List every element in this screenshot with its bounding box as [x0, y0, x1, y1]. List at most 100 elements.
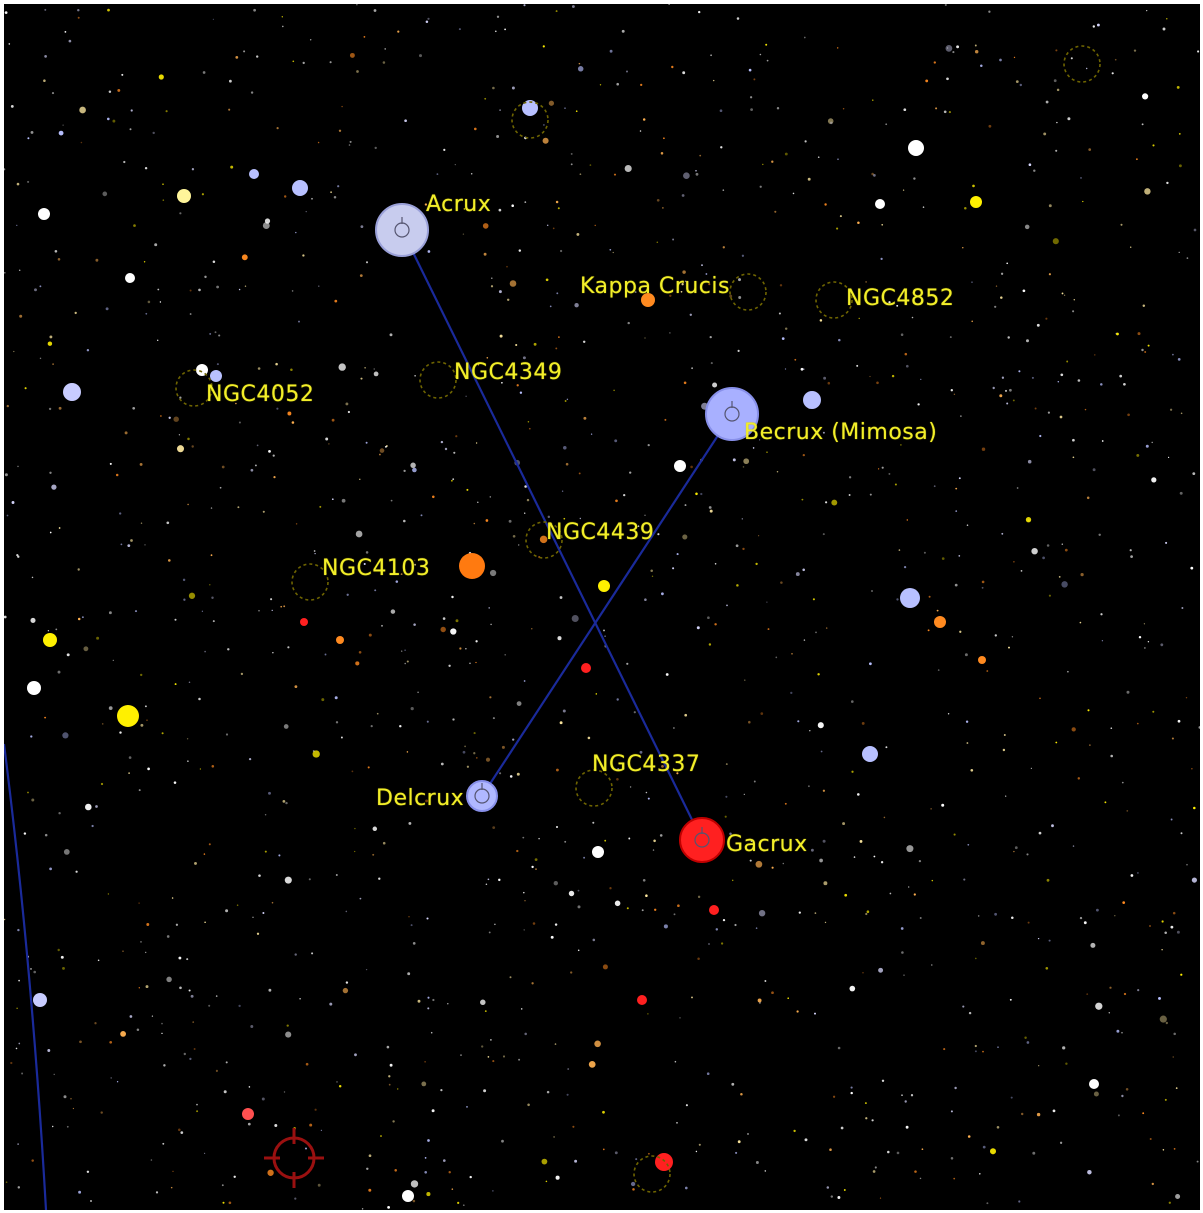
open-cluster-icon[interactable] — [175, 369, 213, 407]
star-icon[interactable] — [33, 993, 47, 1007]
dso-label-ngc4439[interactable]: NGC4439 — [546, 520, 655, 545]
star-icon[interactable] — [196, 364, 208, 376]
star-icon[interactable] — [249, 169, 259, 179]
dso-label-ngc4852[interactable]: NGC4852 — [846, 286, 955, 311]
star-icon[interactable] — [900, 588, 920, 608]
bright-star[interactable] — [466, 780, 498, 812]
background-star — [128, 772, 130, 774]
star-icon[interactable] — [862, 746, 878, 762]
star-icon[interactable] — [27, 681, 41, 695]
star-icon[interactable] — [970, 196, 982, 208]
background-star — [871, 172, 874, 176]
dso-label-ngc4337[interactable]: NGC4337 — [592, 752, 701, 777]
background-star — [671, 65, 674, 69]
background-star — [587, 736, 591, 740]
star-icon[interactable] — [125, 273, 135, 283]
open-cluster-icon[interactable] — [633, 1155, 671, 1193]
open-cluster-icon[interactable] — [525, 521, 563, 559]
background-star — [1130, 555, 1133, 558]
star-icon[interactable] — [598, 580, 610, 592]
background-star — [810, 848, 814, 852]
star-icon[interactable] — [402, 1190, 414, 1202]
background-star — [144, 544, 146, 546]
background-star — [215, 1069, 218, 1072]
background-star — [1039, 434, 1042, 438]
star-icon[interactable] — [709, 905, 719, 915]
star-icon[interactable] — [875, 199, 885, 209]
background-star — [765, 43, 768, 46]
background-star — [722, 246, 725, 249]
background-star — [63, 1095, 67, 1099]
dso-label-ngc4103[interactable]: NGC4103 — [322, 556, 431, 581]
star-icon[interactable] — [300, 618, 308, 626]
star-label-delcrux[interactable]: Delcrux — [376, 786, 465, 811]
background-star — [366, 1167, 369, 1171]
bright-star[interactable] — [705, 387, 759, 441]
star-icon[interactable] — [63, 383, 81, 401]
open-cluster-icon[interactable] — [575, 769, 613, 807]
background-star — [933, 485, 936, 488]
star-label-gacrux[interactable]: Gacrux — [726, 832, 808, 857]
background-star — [187, 760, 189, 762]
background-star — [51, 484, 57, 490]
star-icon[interactable] — [592, 846, 604, 858]
background-star — [223, 1090, 227, 1094]
background-star — [1026, 1041, 1030, 1044]
star-icon[interactable] — [117, 705, 139, 727]
star-icon[interactable] — [637, 995, 647, 1005]
star-icon[interactable] — [38, 208, 50, 220]
background-star — [571, 5, 575, 8]
star-icon[interactable] — [177, 189, 191, 203]
star-icon[interactable] — [522, 100, 538, 116]
star-icon[interactable] — [803, 391, 821, 409]
star-icon[interactable] — [674, 460, 686, 472]
background-star — [212, 18, 215, 20]
star-icon[interactable] — [292, 180, 308, 196]
star-label-acrux[interactable]: Acrux — [426, 192, 492, 217]
star-icon[interactable] — [43, 633, 57, 647]
star-icon[interactable] — [242, 1108, 254, 1120]
background-star — [30, 617, 36, 623]
background-star — [931, 964, 933, 966]
star-icon[interactable] — [581, 663, 591, 673]
star-icon[interactable] — [978, 656, 986, 664]
star-icon[interactable] — [336, 636, 344, 644]
bright-star[interactable] — [679, 817, 725, 863]
background-star — [1159, 1015, 1167, 1023]
background-star — [196, 1110, 199, 1113]
star-label-kappa-crucis[interactable]: Kappa Crucis — [580, 274, 730, 299]
open-cluster-icon[interactable] — [291, 563, 329, 601]
star-icon[interactable] — [459, 553, 485, 579]
dso-label-ngc4052[interactable]: NGC4052 — [206, 382, 315, 407]
star-icon[interactable] — [641, 293, 655, 307]
background-star — [1186, 257, 1189, 259]
background-star — [950, 1157, 954, 1160]
sky-canvas[interactable] — [4, 4, 1200, 1210]
background-star — [384, 48, 386, 50]
star-map[interactable]: Acrux Becrux (Mimosa) Gacrux Delcrux Kap… — [4, 4, 1200, 1210]
star-icon[interactable] — [934, 616, 946, 628]
open-cluster-icon[interactable] — [511, 101, 549, 139]
background-star — [762, 163, 764, 166]
background-star — [614, 439, 618, 443]
star-label-becrux[interactable]: Becrux (Mimosa) — [744, 420, 938, 445]
star-icon[interactable] — [210, 370, 222, 382]
open-cluster-icon[interactable] — [815, 281, 853, 319]
background-star — [561, 490, 564, 492]
background-star — [311, 952, 314, 955]
star-icon[interactable] — [655, 1153, 673, 1171]
background-star — [1121, 1094, 1124, 1098]
open-cluster-icon[interactable] — [419, 361, 457, 399]
star-icon[interactable] — [908, 140, 924, 156]
star-icon[interactable] — [1089, 1079, 1099, 1089]
background-star — [120, 1030, 127, 1037]
background-star — [262, 222, 270, 230]
background-star — [755, 1161, 759, 1164]
background-star — [5, 1181, 8, 1184]
bright-star[interactable] — [375, 203, 429, 257]
dso-label-ngc4349[interactable]: NGC4349 — [454, 360, 563, 385]
open-cluster-icon[interactable] — [729, 273, 767, 311]
background-star — [225, 909, 229, 913]
open-cluster-icon[interactable] — [1063, 45, 1101, 83]
background-star — [650, 569, 653, 572]
